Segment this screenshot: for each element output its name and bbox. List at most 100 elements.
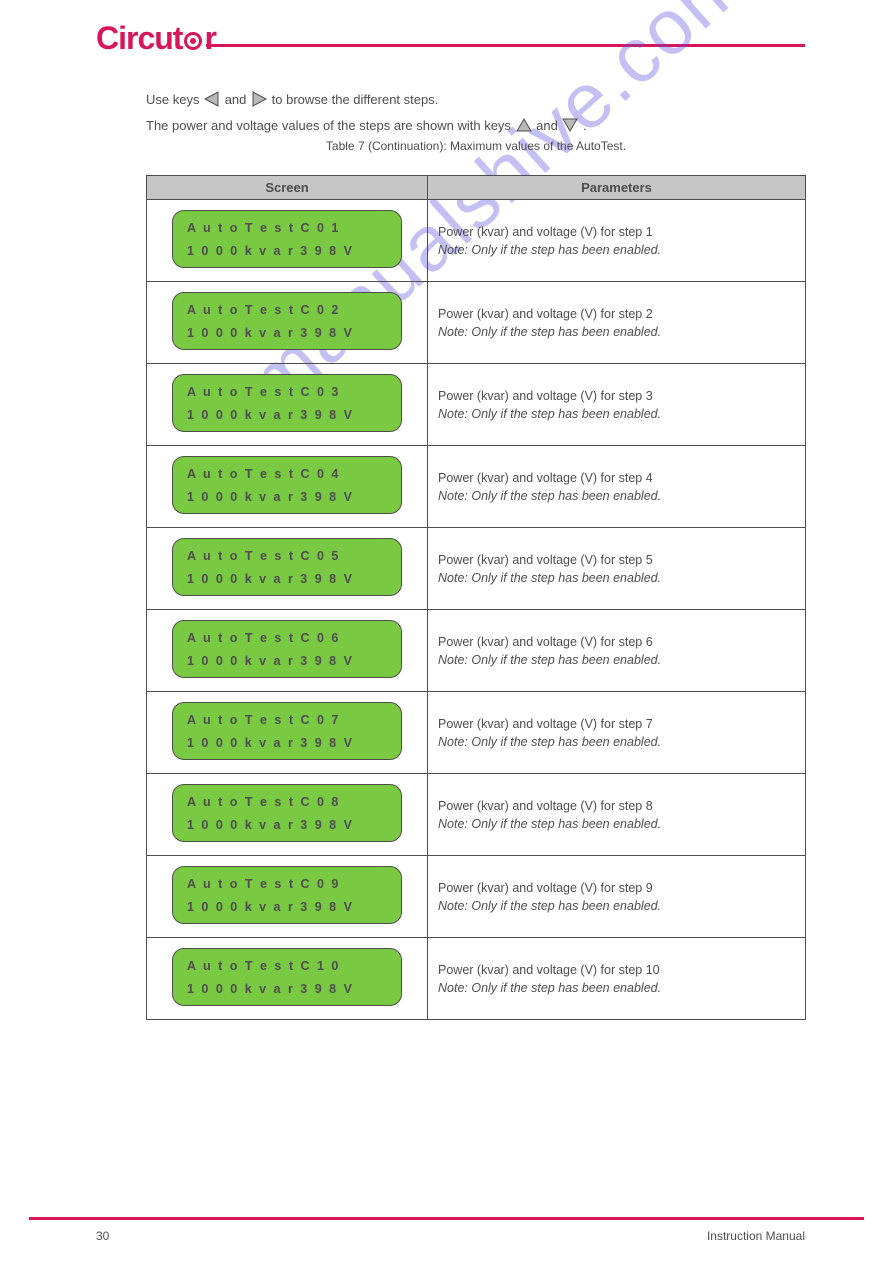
parameters-cell: Power (kvar) and voltage (V) for step 7 N… [428, 692, 806, 774]
footer-title: Instruction Manual [707, 1229, 805, 1243]
table-row: A u t o T e s t C 0 8 1 0 0 0 k v a r 3 9… [147, 774, 806, 856]
screen-cell: A u t o T e s t C 0 9 1 0 0 0 k v a r 3 9… [147, 856, 428, 938]
table-row: A u t o T e s t C 0 1 1 0 0 0 k v a r 3 9… [147, 200, 806, 282]
param-note: Note: Only if the step has been enabled. [438, 243, 795, 257]
table-header-screen: Screen [147, 176, 428, 200]
param-title: Power (kvar) and voltage (V) for step 2 [438, 307, 795, 321]
brand-logo: Circutr [96, 20, 216, 57]
param-note: Note: Only if the step has been enabled. [438, 981, 795, 995]
lcd-screen: A u t o T e s t C 0 8 1 0 0 0 k v a r 3 9… [172, 784, 402, 842]
intro-text-2c: . [583, 118, 587, 133]
screen-cell: A u t o T e s t C 0 4 1 0 0 0 k v a r 3 9… [147, 446, 428, 528]
param-title: Power (kvar) and voltage (V) for step 5 [438, 553, 795, 567]
param-title: Power (kvar) and voltage (V) for step 8 [438, 799, 795, 813]
lcd-line-1: A u t o T e s t C 0 7 [187, 713, 387, 727]
lcd-line-2: 1 0 0 0 k v a r 3 9 8 V [187, 982, 387, 996]
arrow-down-icon [561, 117, 579, 133]
lcd-line-1: A u t o T e s t C 0 4 [187, 467, 387, 481]
parameters-cell: Power (kvar) and voltage (V) for step 3 N… [428, 364, 806, 446]
screen-cell: A u t o T e s t C 0 2 1 0 0 0 k v a r 3 9… [147, 282, 428, 364]
lcd-line-2: 1 0 0 0 k v a r 3 9 8 V [187, 244, 387, 258]
lcd-screen: A u t o T e s t C 0 9 1 0 0 0 k v a r 3 9… [172, 866, 402, 924]
screen-cell: A u t o T e s t C 0 5 1 0 0 0 k v a r 3 9… [147, 528, 428, 610]
table-row: A u t o T e s t C 0 4 1 0 0 0 k v a r 3 9… [147, 446, 806, 528]
lcd-line-1: A u t o T e s t C 0 3 [187, 385, 387, 399]
screen-cell: A u t o T e s t C 0 1 1 0 0 0 k v a r 3 9… [147, 200, 428, 282]
param-title: Power (kvar) and voltage (V) for step 6 [438, 635, 795, 649]
lcd-screen: A u t o T e s t C 1 0 1 0 0 0 k v a r 3 9… [172, 948, 402, 1006]
lcd-screen: A u t o T e s t C 0 4 1 0 0 0 k v a r 3 9… [172, 456, 402, 514]
intro-text-1b: and [225, 92, 250, 107]
intro-text-2b: and [536, 118, 561, 133]
arrow-left-icon [203, 91, 221, 107]
screen-cell: A u t o T e s t C 1 0 1 0 0 0 k v a r 3 9… [147, 938, 428, 1020]
parameters-cell: Power (kvar) and voltage (V) for step 10… [428, 938, 806, 1020]
lcd-screen: A u t o T e s t C 0 3 1 0 0 0 k v a r 3 9… [172, 374, 402, 432]
header-rule [206, 44, 805, 47]
lcd-line-2: 1 0 0 0 k v a r 3 9 8 V [187, 572, 387, 586]
lcd-screen: A u t o T e s t C 0 6 1 0 0 0 k v a r 3 9… [172, 620, 402, 678]
lcd-line-2: 1 0 0 0 k v a r 3 9 8 V [187, 818, 387, 832]
arrow-up-icon [515, 117, 533, 133]
param-title: Power (kvar) and voltage (V) for step 10 [438, 963, 795, 977]
intro-line-2: The power and voltage values of the step… [146, 116, 806, 136]
param-note: Note: Only if the step has been enabled. [438, 571, 795, 585]
lcd-screen: A u t o T e s t C 0 5 1 0 0 0 k v a r 3 9… [172, 538, 402, 596]
lcd-line-2: 1 0 0 0 k v a r 3 9 8 V [187, 490, 387, 504]
lcd-line-1: A u t o T e s t C 0 8 [187, 795, 387, 809]
table-row: A u t o T e s t C 0 5 1 0 0 0 k v a r 3 9… [147, 528, 806, 610]
table-header-parameters: Parameters [428, 176, 806, 200]
table-row: A u t o T e s t C 0 7 1 0 0 0 k v a r 3 9… [147, 692, 806, 774]
param-note: Note: Only if the step has been enabled. [438, 325, 795, 339]
param-note: Note: Only if the step has been enabled. [438, 817, 795, 831]
lcd-line-1: A u t o T e s t C 0 2 [187, 303, 387, 317]
lcd-line-1: A u t o T e s t C 0 9 [187, 877, 387, 891]
param-title: Power (kvar) and voltage (V) for step 7 [438, 717, 795, 731]
intro-text-1a: Use keys [146, 92, 203, 107]
screen-cell: A u t o T e s t C 0 3 1 0 0 0 k v a r 3 9… [147, 364, 428, 446]
screen-cell: A u t o T e s t C 0 6 1 0 0 0 k v a r 3 9… [147, 610, 428, 692]
parameters-cell: Power (kvar) and voltage (V) for step 1 N… [428, 200, 806, 282]
lcd-line-1: A u t o T e s t C 0 6 [187, 631, 387, 645]
param-title: Power (kvar) and voltage (V) for step 1 [438, 225, 795, 239]
lcd-screen: A u t o T e s t C 0 7 1 0 0 0 k v a r 3 9… [172, 702, 402, 760]
intro-text-1c: to browse the different steps. [272, 92, 439, 107]
footer-rule [29, 1217, 864, 1220]
param-note: Note: Only if the step has been enabled. [438, 653, 795, 667]
param-note: Note: Only if the step has been enabled. [438, 489, 795, 503]
lcd-line-2: 1 0 0 0 k v a r 3 9 8 V [187, 326, 387, 340]
param-note: Note: Only if the step has been enabled. [438, 735, 795, 749]
parameters-cell: Power (kvar) and voltage (V) for step 6 N… [428, 610, 806, 692]
table-row: A u t o T e s t C 0 3 1 0 0 0 k v a r 3 9… [147, 364, 806, 446]
intro-line-1: Use keys and to browse the different ste… [146, 90, 806, 110]
parameters-cell: Power (kvar) and voltage (V) for step 4 N… [428, 446, 806, 528]
lcd-line-1: A u t o T e s t C 1 0 [187, 959, 387, 973]
table-row: A u t o T e s t C 0 9 1 0 0 0 k v a r 3 9… [147, 856, 806, 938]
screen-cell: A u t o T e s t C 0 8 1 0 0 0 k v a r 3 9… [147, 774, 428, 856]
param-title: Power (kvar) and voltage (V) for step 3 [438, 389, 795, 403]
table-row: A u t o T e s t C 0 6 1 0 0 0 k v a r 3 9… [147, 610, 806, 692]
screen-cell: A u t o T e s t C 0 7 1 0 0 0 k v a r 3 9… [147, 692, 428, 774]
param-title: Power (kvar) and voltage (V) for step 4 [438, 471, 795, 485]
lcd-line-2: 1 0 0 0 k v a r 3 9 8 V [187, 736, 387, 750]
parameters-cell: Power (kvar) and voltage (V) for step 9 N… [428, 856, 806, 938]
lcd-line-2: 1 0 0 0 k v a r 3 9 8 V [187, 900, 387, 914]
table-row: A u t o T e s t C 1 0 1 0 0 0 k v a r 3 9… [147, 938, 806, 1020]
parameters-cell: Power (kvar) and voltage (V) for step 5 N… [428, 528, 806, 610]
page-number: 30 [96, 1229, 109, 1243]
lcd-screen: A u t o T e s t C 0 1 1 0 0 0 k v a r 3 9… [172, 210, 402, 268]
table-caption: Table 7 (Continuation): Maximum values o… [146, 139, 806, 153]
parameters-cell: Power (kvar) and voltage (V) for step 8 N… [428, 774, 806, 856]
lcd-line-1: A u t o T e s t C 0 1 [187, 221, 387, 235]
intro-text-2a: The power and voltage values of the step… [146, 118, 515, 133]
parameters-cell: Power (kvar) and voltage (V) for step 2 N… [428, 282, 806, 364]
lcd-line-2: 1 0 0 0 k v a r 3 9 8 V [187, 654, 387, 668]
arrow-right-icon [250, 91, 268, 107]
autotest-table: Screen Parameters A u t o T e s t C 0 1 1… [146, 175, 806, 1020]
table-row: A u t o T e s t C 0 2 1 0 0 0 k v a r 3 9… [147, 282, 806, 364]
param-note: Note: Only if the step has been enabled. [438, 407, 795, 421]
lcd-line-1: A u t o T e s t C 0 5 [187, 549, 387, 563]
param-title: Power (kvar) and voltage (V) for step 9 [438, 881, 795, 895]
lcd-line-2: 1 0 0 0 k v a r 3 9 8 V [187, 408, 387, 422]
param-note: Note: Only if the step has been enabled. [438, 899, 795, 913]
